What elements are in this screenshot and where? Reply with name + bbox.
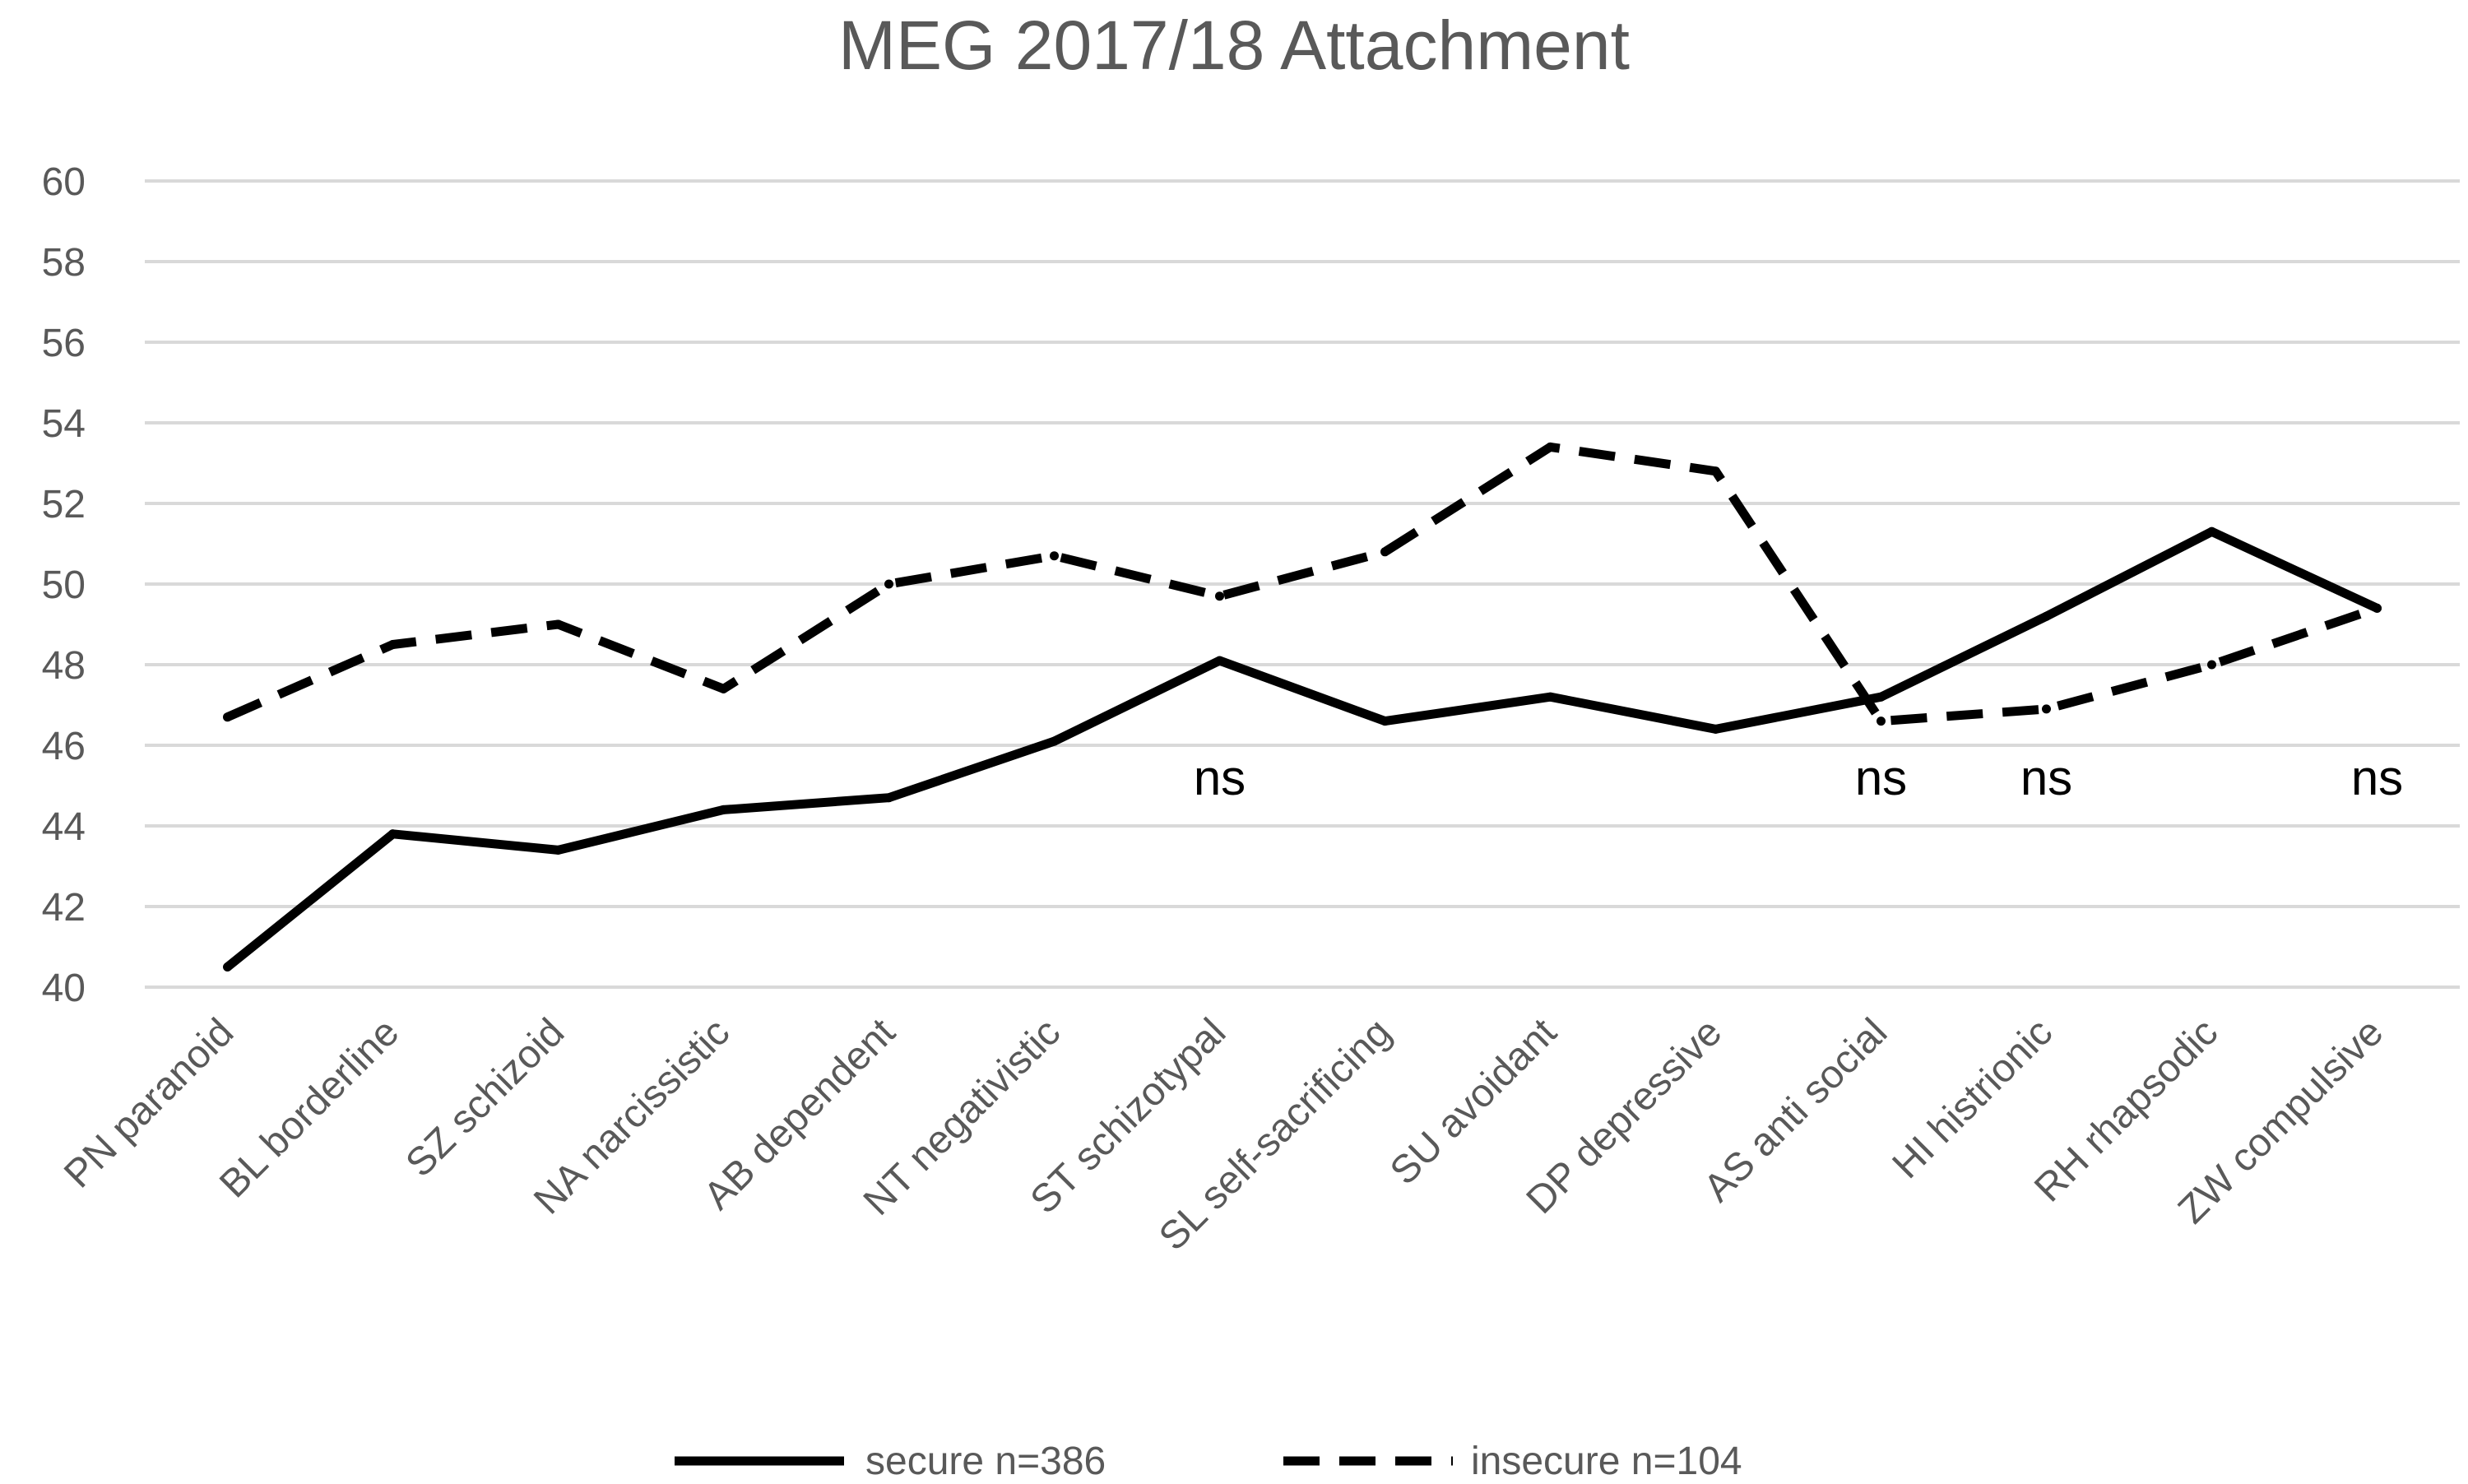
data-point bbox=[1215, 656, 1224, 665]
data-point bbox=[2207, 660, 2216, 670]
y-tick-label: 54 bbox=[42, 402, 86, 446]
ns-annotation: ns bbox=[2020, 750, 2072, 805]
ns-annotation: ns bbox=[1855, 750, 1907, 805]
gridlines bbox=[145, 179, 2460, 989]
series-lines bbox=[223, 442, 2382, 972]
y-tick-label: 58 bbox=[42, 241, 86, 285]
data-point bbox=[388, 829, 397, 839]
ns-annotation: ns bbox=[2351, 750, 2403, 805]
chart-title: MEG 2017/18 Attachment bbox=[838, 7, 1630, 84]
data-point bbox=[2042, 704, 2051, 714]
data-point bbox=[554, 619, 563, 629]
x-tick-label: PN paranoid bbox=[56, 1010, 242, 1196]
legend-label: insecure n=104 bbox=[1471, 1440, 1742, 1483]
y-tick-label: 42 bbox=[42, 886, 86, 930]
x-tick-label: HI histrionic bbox=[1885, 1010, 2062, 1187]
data-point bbox=[554, 845, 563, 855]
data-point bbox=[719, 805, 728, 814]
y-tick-label: 40 bbox=[42, 967, 86, 1010]
data-point bbox=[2373, 603, 2382, 613]
data-point bbox=[223, 712, 232, 722]
y-tick-label: 56 bbox=[42, 322, 86, 365]
data-point bbox=[1050, 736, 1059, 746]
data-point bbox=[1380, 716, 1389, 726]
data-point bbox=[1546, 692, 1555, 702]
y-tick-label: 44 bbox=[42, 805, 86, 849]
data-point bbox=[1877, 692, 1886, 702]
data-point bbox=[1215, 591, 1224, 601]
data-point bbox=[1380, 547, 1389, 557]
data-point bbox=[223, 962, 232, 972]
ns-annotation: ns bbox=[1194, 750, 1246, 805]
x-tick-label: SZ schizoid bbox=[397, 1010, 573, 1185]
y-tick-label: 52 bbox=[42, 483, 86, 526]
legend-label: secure n=386 bbox=[865, 1440, 1106, 1483]
series-line-secure bbox=[225, 526, 2379, 971]
x-tick-label: SU avoidant bbox=[1382, 1010, 1565, 1193]
y-axis-ticks: 40 42 44 46 48 50 52 54 56 58 60 bbox=[42, 160, 86, 1010]
data-point bbox=[1711, 466, 1720, 476]
data-point bbox=[2042, 611, 2051, 621]
data-point bbox=[884, 793, 893, 803]
legend: secure n=386 insecure n=104 bbox=[675, 1440, 1742, 1483]
data-point bbox=[1711, 724, 1720, 734]
data-point bbox=[884, 579, 893, 589]
y-tick-label: 46 bbox=[42, 725, 86, 768]
data-point bbox=[719, 684, 728, 693]
x-tick-label: BL borderline bbox=[211, 1010, 407, 1206]
series-line-insecure bbox=[225, 442, 2379, 726]
data-point bbox=[1877, 716, 1886, 726]
annotations: ns ns ns ns bbox=[1194, 750, 2403, 805]
data-point bbox=[2207, 526, 2216, 536]
data-point bbox=[388, 640, 397, 649]
y-tick-label: 48 bbox=[42, 644, 86, 688]
y-tick-label: 50 bbox=[42, 563, 86, 607]
y-tick-label: 60 bbox=[42, 160, 86, 204]
data-point bbox=[1546, 442, 1555, 452]
data-point bbox=[1050, 551, 1059, 561]
